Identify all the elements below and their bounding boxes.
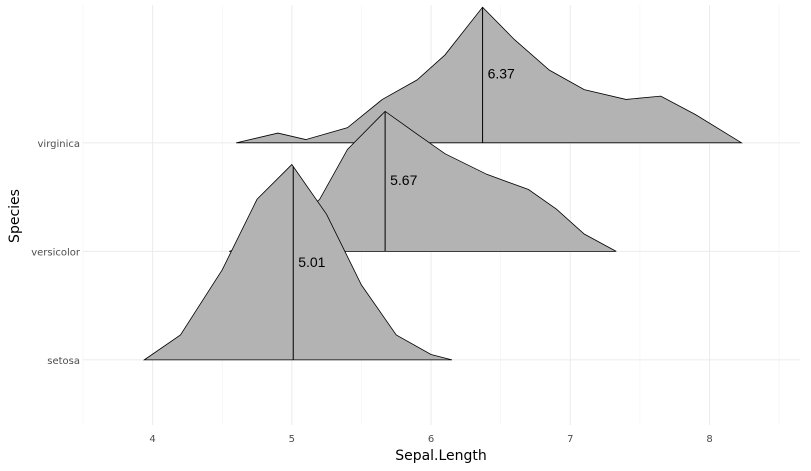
median-label: 6.37 (488, 66, 515, 82)
x-tick-label: 5 (289, 434, 295, 445)
x-tick-label: 7 (567, 434, 573, 445)
y-tick-label: setosa (47, 356, 80, 367)
y-axis-title: Species (7, 189, 23, 243)
density-ridge (236, 6, 743, 144)
x-tick-label: 6 (428, 434, 434, 445)
median-label: 5.67 (390, 172, 417, 188)
density-ridge (142, 163, 453, 361)
x-axis-title: Sepal.Length (395, 448, 487, 464)
x-tick-label: 8 (706, 434, 712, 445)
x-tick-label: 4 (149, 434, 155, 445)
y-tick-label: virginica (38, 139, 81, 150)
y-tick-label: versicolor (31, 247, 81, 258)
median-label: 5.01 (298, 254, 325, 270)
